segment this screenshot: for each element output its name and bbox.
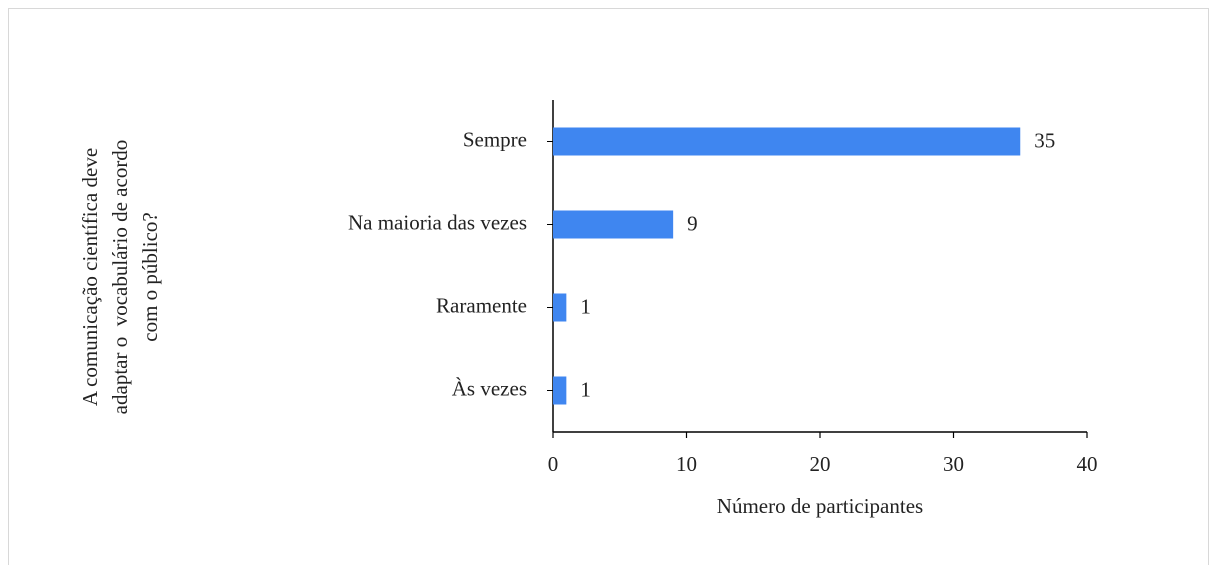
bar xyxy=(553,293,567,322)
frame xyxy=(8,8,1209,565)
y-axis-label: adaptar o vocabulário de acordo xyxy=(108,140,132,415)
y-tick-label: Na maioria das vezes xyxy=(348,210,527,234)
value-label: 35 xyxy=(1034,128,1055,152)
x-axis-label: Número de participantes xyxy=(717,494,923,518)
x-tick-label: 40 xyxy=(1077,452,1098,476)
x-tick-label: 0 xyxy=(548,452,559,476)
value-label: 1 xyxy=(580,294,591,318)
x-tick-label: 10 xyxy=(676,452,697,476)
bar xyxy=(553,376,567,405)
y-axis-label: com o público? xyxy=(138,212,162,341)
value-label: 1 xyxy=(580,377,591,401)
value-label: 9 xyxy=(687,211,698,235)
bar xyxy=(553,127,1021,156)
y-tick-label: Raramente xyxy=(436,293,527,317)
y-tick-label: Sempre xyxy=(463,127,527,151)
x-tick-label: 20 xyxy=(810,452,831,476)
bar xyxy=(553,210,674,239)
x-tick-label: 30 xyxy=(943,452,964,476)
y-tick-label: Às vezes xyxy=(452,376,527,400)
y-axis-label: A comunicação científica deve xyxy=(78,148,102,406)
